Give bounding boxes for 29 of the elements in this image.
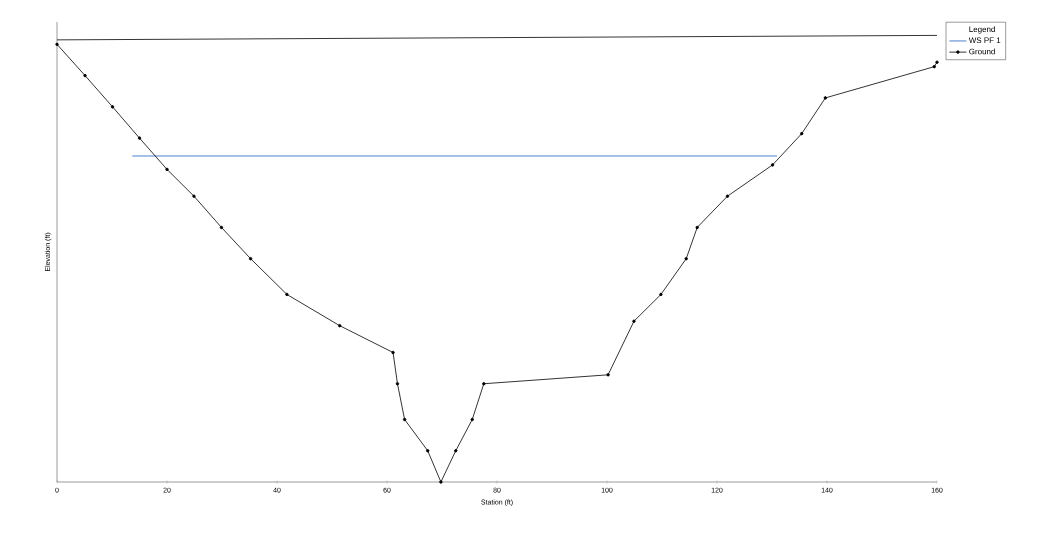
point: [426, 449, 430, 453]
point: [248, 257, 253, 261]
point: [935, 60, 939, 64]
point: [165, 167, 169, 172]
point: [83, 73, 87, 78]
point: [55, 42, 59, 47]
point: [823, 96, 828, 100]
point: [659, 292, 663, 297]
point: [695, 225, 699, 230]
point: [932, 64, 936, 69]
point: [684, 257, 688, 261]
point: [137, 136, 142, 140]
point: [439, 480, 443, 484]
point: [192, 194, 196, 198]
point: [391, 350, 395, 355]
point: [800, 131, 804, 136]
point: [402, 417, 407, 422]
point: [395, 382, 400, 386]
point: [470, 417, 474, 422]
point: [770, 163, 775, 167]
point: [606, 373, 610, 377]
point: [632, 319, 636, 323]
point: [285, 292, 289, 297]
point: [338, 323, 342, 328]
point: [482, 382, 486, 386]
point: [219, 225, 224, 230]
point: [454, 449, 458, 453]
point: [110, 105, 115, 109]
point: [725, 194, 730, 198]
